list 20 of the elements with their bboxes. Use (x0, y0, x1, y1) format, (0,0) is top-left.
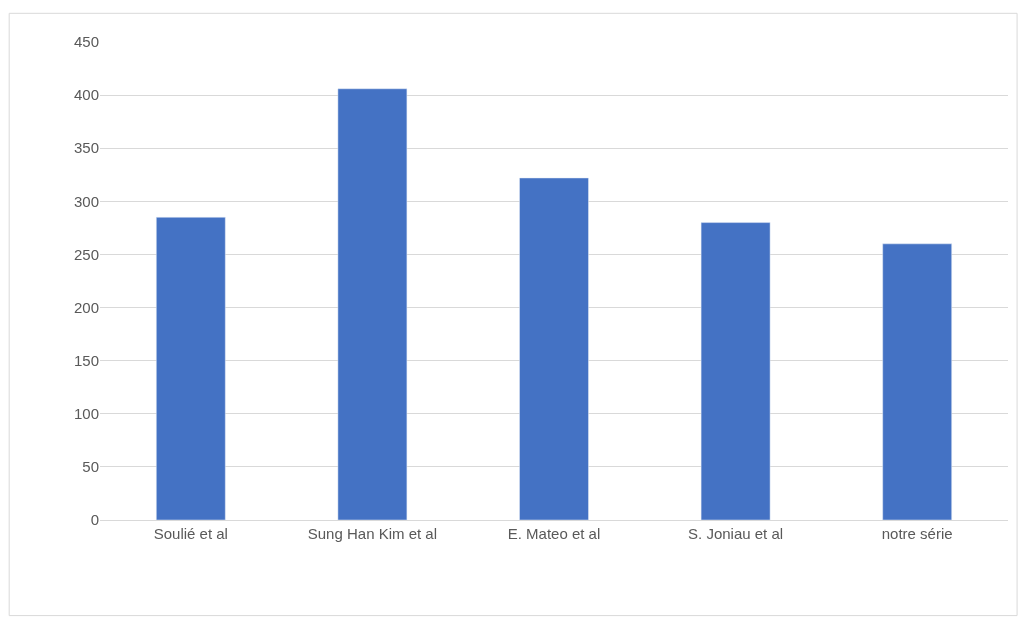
bar (882, 243, 952, 520)
y-tick-label: 450 (73, 33, 99, 51)
x-tick-label: Soulié et al (153, 525, 228, 542)
bar (700, 222, 771, 520)
y-tick-label: 350 (73, 139, 99, 157)
x-tick-label: notre série (881, 525, 953, 542)
x-tick-label: S. Joniau et al (688, 525, 784, 542)
y-tick-label: 150 (73, 351, 99, 369)
y-tick-label: 50 (82, 458, 99, 476)
y-tick-label: 200 (73, 298, 99, 316)
bar (156, 217, 226, 520)
x-tick-label: Sung Han Kim et al (307, 525, 438, 542)
y-tick-label: 250 (73, 245, 99, 263)
y-tick-label: 400 (73, 86, 99, 104)
y-tick-label: 0 (90, 511, 99, 529)
x-tick-label: E. Mateo et al (507, 525, 601, 542)
y-tick-label: 100 (73, 405, 99, 423)
y-tick-label: 300 (73, 192, 99, 210)
bar (337, 88, 408, 520)
bar (519, 177, 589, 520)
